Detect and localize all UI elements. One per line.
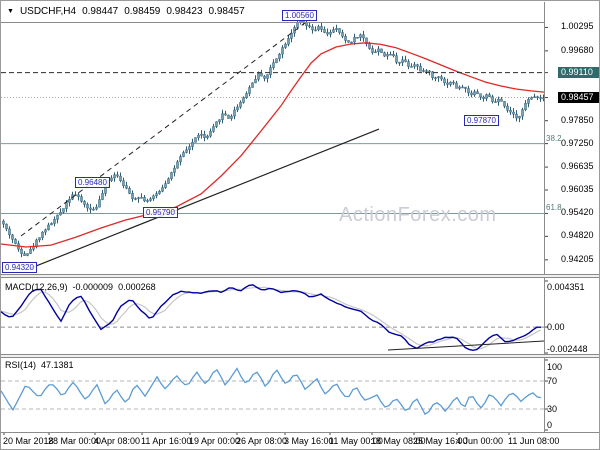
rsi-axis-label: 100 <box>547 362 563 372</box>
time-axis-label: 3 May 16:00 <box>284 436 334 446</box>
trendline-solid <box>28 128 380 270</box>
price-axis-label: 0.96635 <box>561 161 594 172</box>
panel-separator-macd[interactable] <box>1 274 599 278</box>
price-axis-label: 0.98457 <box>558 91 599 103</box>
rsi-axis-label: 70 <box>547 376 558 386</box>
ma-red-line <box>1 42 545 248</box>
macd-main-line <box>1 284 541 352</box>
level-lines <box>1 97 544 214</box>
time-axis-label: 4 Apr 08:00 <box>94 436 141 446</box>
fib-level-label: 61.8 <box>546 203 562 213</box>
rsi-axis-label: 30 <box>547 404 558 414</box>
price-axis-label: 0.99110 <box>558 66 599 78</box>
quote-high: 0.98459 <box>124 6 161 17</box>
macd-axis-label: 0.004351 <box>547 282 585 292</box>
macd-value-signal: 0.000268 <box>118 282 156 292</box>
price-axis-divider <box>544 2 545 432</box>
titlebar-divider <box>1 22 544 23</box>
price-marker: 0.97870 <box>464 115 499 126</box>
price-marker: 0.96480 <box>75 177 110 188</box>
price-axis-label: 0.96035 <box>561 183 594 194</box>
macd-indicator-label: MACD(12,26,9) -0.000009 0.000268 <box>5 282 161 292</box>
price-axis-label: 0.94820 <box>561 230 594 241</box>
trendline-dashed <box>20 16 314 237</box>
macd-axis-label: 0.00 <box>547 322 565 333</box>
macd-axis-label: -0.002448 <box>547 344 588 354</box>
price-marker: 1.00560 <box>282 10 317 21</box>
time-axis-label: 11 May 00:00 <box>329 436 383 446</box>
time-axis-label: 11 Jun 08:00 <box>508 436 560 446</box>
chart-title-bar: ▼ USDCHF,H4 0.98447 0.98459 0.98423 0.98457 <box>7 6 251 17</box>
price-axis-label: 0.97250 <box>561 137 594 148</box>
macd-name: MACD(12,26,9) <box>5 282 68 292</box>
price-marker: 0.94320 <box>2 262 37 273</box>
time-axis-label: 20 Mar 2018 <box>3 436 54 446</box>
time-axis-label: 26 Apr 08:00 <box>236 436 288 446</box>
macd-trendline <box>387 340 545 351</box>
time-axis-divider <box>1 432 599 433</box>
quote-low: 0.98423 <box>166 6 203 17</box>
rsi-value: 47.1381 <box>41 360 74 370</box>
macd-signal-line <box>1 286 542 350</box>
rsi-line <box>1 367 542 416</box>
time-axis-label: 18 May 08:00 <box>371 436 426 446</box>
price-axis-label: 0.94205 <box>561 253 594 264</box>
candles-group <box>2 18 545 258</box>
time-axis-label: 11 Apr 16:00 <box>141 436 192 446</box>
time-axis-label: 4 Jun 00:00 <box>456 436 504 446</box>
quote-open: 0.98447 <box>82 6 119 17</box>
symbol-dropdown-icon[interactable]: ▼ <box>7 8 14 15</box>
price-axis-label: 1.00295 <box>561 21 594 32</box>
symbol-label: USDCHF,H4 <box>19 6 77 17</box>
macd-value-main: -0.000009 <box>72 282 114 292</box>
fib-level-label: 38.2 <box>546 133 562 143</box>
rsi-axis-label: 0 <box>547 420 553 430</box>
price-axis-label: 0.95420 <box>561 207 594 218</box>
watermark: ActionForex.com <box>339 204 497 226</box>
rsi-indicator-label: RSI(14) 47.1381 <box>5 360 79 370</box>
time-axis-label: 28 Mar 00:00 <box>48 436 102 446</box>
time-axis-label: 25 May 16:00 <box>413 436 468 446</box>
rsi-name: RSI(14) <box>5 360 37 370</box>
time-axis-label: 19 Apr 00:00 <box>189 436 241 446</box>
panel-separator-rsi[interactable] <box>1 354 599 358</box>
price-marker: 0.95790 <box>143 207 178 218</box>
quote-close: 0.98457 <box>208 6 245 17</box>
price-axis-label: 0.99680 <box>561 44 594 55</box>
price-axis-label: 0.97850 <box>561 114 594 125</box>
